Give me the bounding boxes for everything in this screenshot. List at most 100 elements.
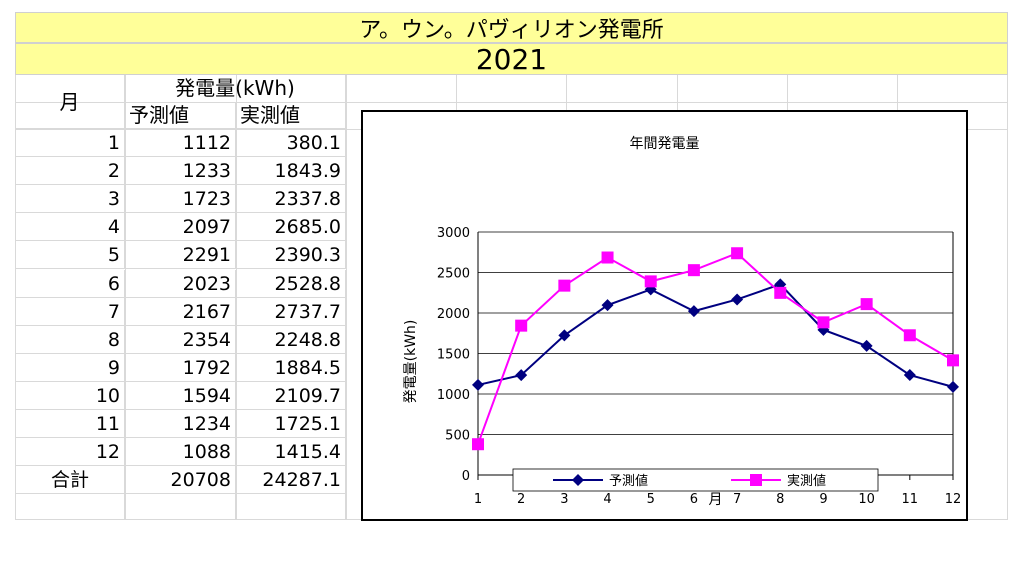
x-tick-label: 5 xyxy=(647,492,655,507)
table-cell-actual[interactable]: 2737.7 xyxy=(236,297,346,326)
table-cell-month[interactable]: 6 xyxy=(15,269,125,298)
grid-line xyxy=(1007,75,1008,520)
table-cell-predicted[interactable]: 1594 xyxy=(125,381,236,410)
table-cell-month[interactable]: 5 xyxy=(15,241,125,270)
x-tick-label: 6 xyxy=(690,492,698,507)
table-cell-month[interactable]: 9 xyxy=(15,353,125,382)
y-tick-label: 2500 xyxy=(437,267,470,282)
data-point xyxy=(860,298,873,311)
legend-box xyxy=(512,468,879,492)
y-tick-label: 2000 xyxy=(437,307,470,322)
data-point xyxy=(860,339,873,352)
x-tick-label: 11 xyxy=(902,492,919,507)
data-point xyxy=(947,380,959,393)
data-point xyxy=(947,354,959,367)
total-label[interactable]: 合計 xyxy=(15,466,125,494)
header-kwh[interactable]: 発電量(kWh) xyxy=(125,75,346,102)
series-line xyxy=(477,283,954,388)
total-predicted[interactable]: 20708 xyxy=(125,466,236,494)
data-point xyxy=(472,378,484,391)
table-cell-month[interactable]: 12 xyxy=(15,438,125,467)
table-cell-predicted[interactable]: 2023 xyxy=(125,269,236,298)
grid-line xyxy=(15,102,1008,103)
x-tick-label: 2 xyxy=(517,492,525,507)
y-axis-label: 発電量(kWh) xyxy=(403,320,419,404)
table-cell-predicted[interactable]: 1723 xyxy=(125,185,236,214)
table-cell-month[interactable]: 4 xyxy=(15,213,125,242)
table-cell-predicted[interactable]: 1233 xyxy=(125,157,236,186)
grid-line xyxy=(346,75,347,520)
sheet-title[interactable]: ア。ウン。パヴィリオン発電所 xyxy=(15,12,1008,43)
legend-label: 実測値 xyxy=(787,473,826,489)
sheet-year[interactable]: 2021 xyxy=(15,43,1008,76)
y-tick-label: 500 xyxy=(445,429,470,444)
table-cell-actual[interactable]: 1843.9 xyxy=(236,157,346,186)
table-cell-actual[interactable]: 380.1 xyxy=(236,129,346,158)
data-point xyxy=(601,251,614,264)
empty-cell[interactable] xyxy=(15,494,125,520)
x-tick-label: 10 xyxy=(858,492,875,507)
header-actual[interactable]: 実測値 xyxy=(236,102,346,129)
data-point xyxy=(903,369,916,382)
data-point xyxy=(774,286,787,299)
table-cell-actual[interactable]: 2109.7 xyxy=(236,381,346,410)
spreadsheet: ア。ウン。パヴィリオン発電所 2021 月 発電量(kWh) 予測値 実測値 1… xyxy=(15,12,1008,520)
table-cell-predicted[interactable]: 1792 xyxy=(125,353,236,382)
table-cell-actual[interactable]: 1725.1 xyxy=(236,410,346,439)
table-cell-month[interactable]: 2 xyxy=(15,157,125,186)
series-line xyxy=(477,252,954,445)
total-actual[interactable]: 24287.1 xyxy=(236,466,346,494)
data-point xyxy=(515,369,528,382)
table-cell-predicted[interactable]: 2097 xyxy=(125,213,236,242)
table-cell-month[interactable]: 1 xyxy=(15,129,125,158)
header-predicted[interactable]: 予測値 xyxy=(125,102,236,129)
data-point xyxy=(644,275,657,288)
table-cell-actual[interactable]: 2685.0 xyxy=(236,213,346,242)
table-cell-predicted[interactable]: 1088 xyxy=(125,438,236,467)
data-point xyxy=(903,329,916,342)
y-tick-label: 3000 xyxy=(437,226,470,241)
header-month[interactable]: 月 xyxy=(15,75,125,129)
table-cell-month[interactable]: 3 xyxy=(15,185,125,214)
x-tick-label: 1 xyxy=(474,492,482,507)
table-cell-actual[interactable]: 2528.8 xyxy=(236,269,346,298)
x-tick-label: 3 xyxy=(560,492,568,507)
table-cell-actual[interactable]: 2337.8 xyxy=(236,185,346,214)
table-cell-actual[interactable]: 2248.8 xyxy=(236,325,346,354)
data-point xyxy=(472,438,484,451)
y-tick-label: 1500 xyxy=(437,348,470,363)
data-point xyxy=(731,293,744,306)
data-point xyxy=(731,247,744,260)
data-point xyxy=(817,316,830,329)
table-cell-month[interactable]: 10 xyxy=(15,381,125,410)
chart-area[interactable]: 年間発電量 0 500 1000 1500 2000 2500 3000 1 2 3 4 5 6 7 8 9 1… xyxy=(361,110,968,521)
table-cell-month[interactable]: 7 xyxy=(15,297,125,326)
legend-marker xyxy=(572,474,584,486)
data-point xyxy=(687,305,700,318)
table-cell-actual[interactable]: 1415.4 xyxy=(236,438,346,467)
table-cell-actual[interactable]: 1884.5 xyxy=(236,353,346,382)
table-cell-month[interactable]: 8 xyxy=(15,325,125,354)
x-tick-label: 7 xyxy=(733,492,741,507)
empty-cell[interactable] xyxy=(236,494,346,520)
table-cell-predicted[interactable]: 1112 xyxy=(125,129,236,158)
table-cell-month[interactable]: 11 xyxy=(15,410,125,439)
x-tick-label: 9 xyxy=(819,492,827,507)
data-point xyxy=(515,319,528,332)
table-cell-predicted[interactable]: 2167 xyxy=(125,297,236,326)
table-cell-predicted[interactable]: 1234 xyxy=(125,410,236,439)
y-tick-label: 0 xyxy=(462,469,470,484)
data-point xyxy=(558,329,571,342)
table-cell-actual[interactable]: 2390.3 xyxy=(236,241,346,270)
chart-title: 年間発電量 xyxy=(629,136,700,152)
empty-cell[interactable] xyxy=(125,494,236,520)
table-cell-predicted[interactable]: 2291 xyxy=(125,241,236,270)
y-tick-label: 1000 xyxy=(437,388,470,403)
table-cell-predicted[interactable]: 2354 xyxy=(125,325,236,354)
data-point xyxy=(558,279,571,292)
x-tick-label: 4 xyxy=(603,492,611,507)
data-point xyxy=(687,264,700,277)
x-axis-label: 月 xyxy=(709,492,723,508)
x-tick-label: 8 xyxy=(776,492,784,507)
